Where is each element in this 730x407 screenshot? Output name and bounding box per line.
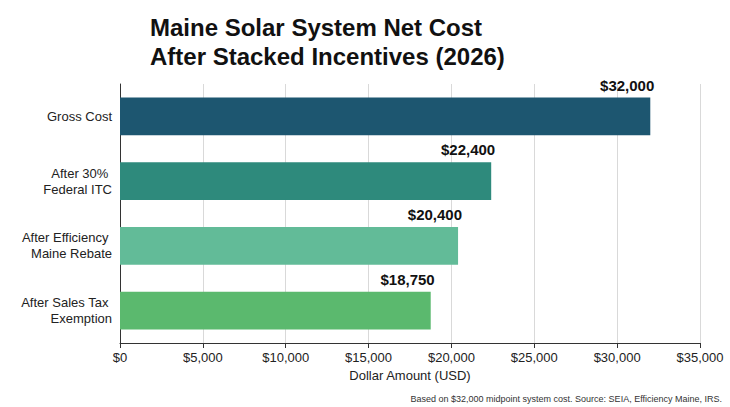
- svg-text:After Stacked Incentives (2026: After Stacked Incentives (2026): [150, 43, 505, 70]
- svg-text:$30,000: $30,000: [594, 350, 641, 365]
- svg-text:$18,750: $18,750: [380, 271, 434, 288]
- svg-text:$0: $0: [113, 350, 127, 365]
- svg-text:After 30%: After 30%: [51, 166, 112, 181]
- svg-text:$20,000: $20,000: [428, 350, 475, 365]
- svg-text:Maine Solar System Net Cost: Maine Solar System Net Cost: [150, 14, 489, 41]
- svg-text:$5,000: $5,000: [183, 350, 223, 365]
- svg-text:$25,000: $25,000: [511, 350, 558, 365]
- svg-text:$10,000: $10,000: [262, 350, 309, 365]
- svg-text:$35,000: $35,000: [677, 350, 724, 365]
- svg-text:After Efficiency: After Efficiency: [22, 230, 112, 245]
- svg-text:After Sales Tax: After Sales Tax: [21, 295, 112, 310]
- svg-text:Based on $32,000 midpoint syst: Based on $32,000 midpoint system cost. S…: [411, 394, 723, 404]
- svg-text:Maine Rebate: Maine Rebate: [31, 246, 112, 261]
- svg-text:Exemption: Exemption: [51, 311, 112, 326]
- svg-text:$15,000: $15,000: [345, 350, 392, 365]
- svg-text:$32,000: $32,000: [600, 77, 654, 94]
- svg-text:Dollar Amount (USD): Dollar Amount (USD): [349, 368, 470, 383]
- svg-text:Federal ITC: Federal ITC: [43, 182, 112, 197]
- svg-text:$22,400: $22,400: [441, 141, 495, 158]
- svg-text:$20,400: $20,400: [408, 206, 462, 223]
- svg-text:Gross Cost: Gross Cost: [47, 109, 112, 124]
